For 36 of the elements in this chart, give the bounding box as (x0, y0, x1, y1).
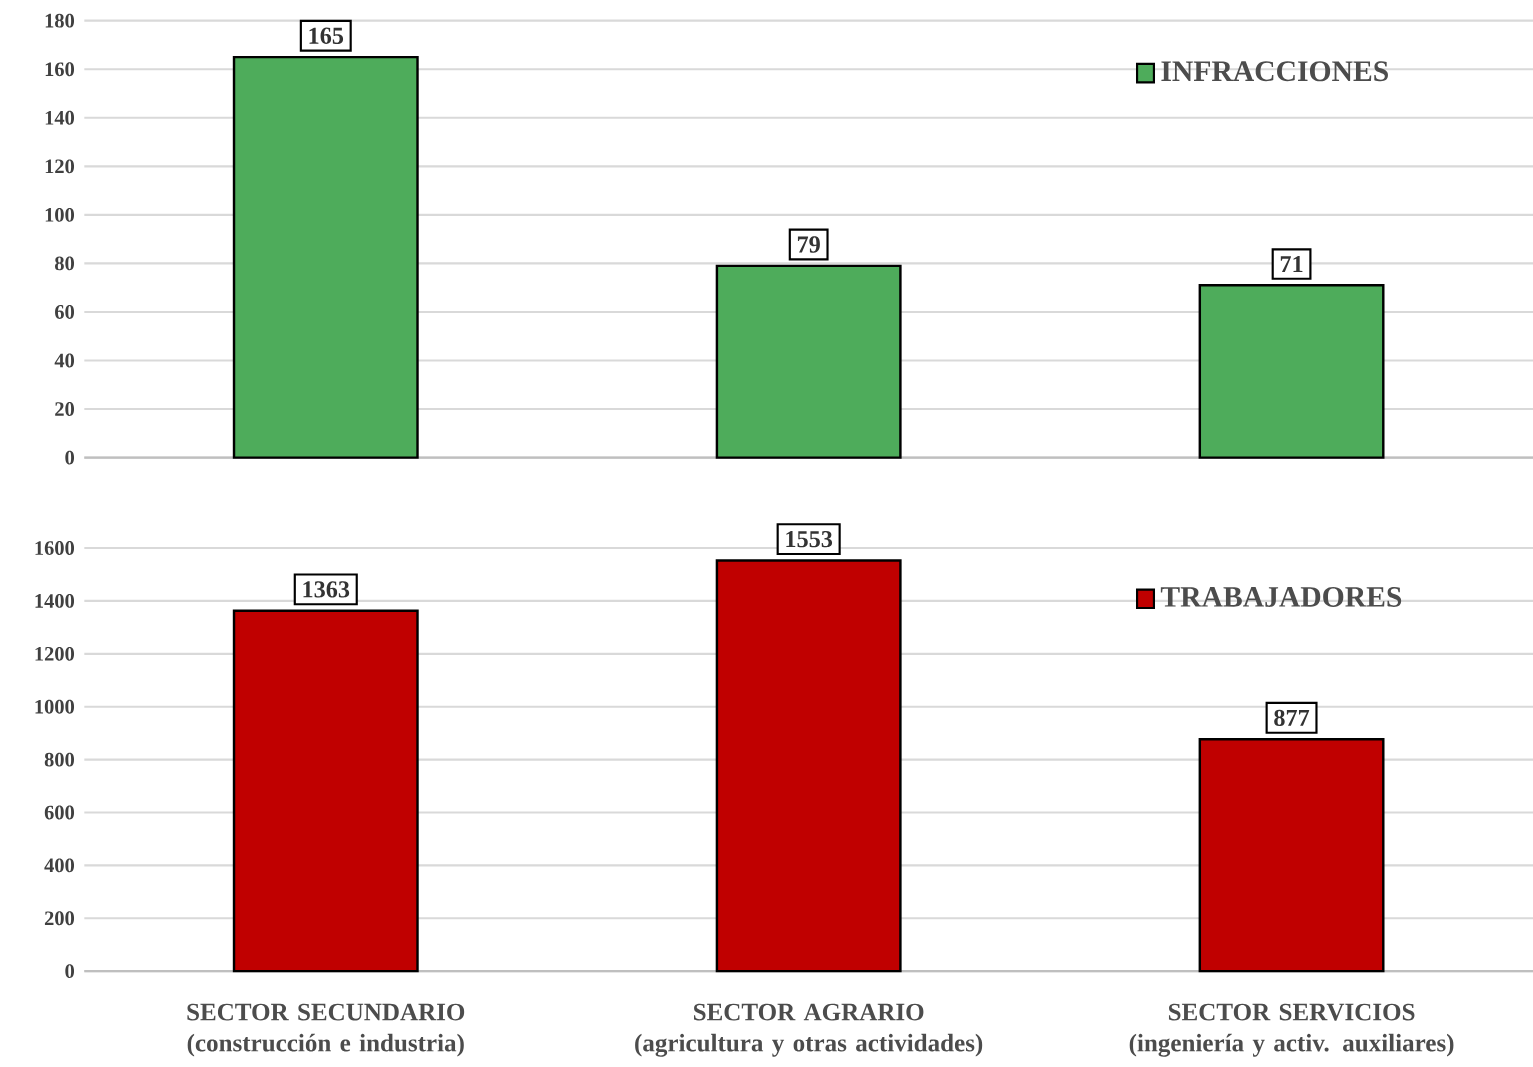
bar (1198, 738, 1385, 973)
bar (232, 609, 419, 973)
y-tick-label: 120 (45, 159, 75, 174)
legend-label: INFRACCIONES (1161, 61, 1388, 82)
y-tick-label: 600 (44, 805, 75, 820)
data-label: 165 (309, 27, 344, 44)
y-tick-label: 180 (45, 13, 75, 28)
y-tick-label: 160 (45, 62, 75, 77)
y-tick-label: 140 (45, 110, 75, 125)
y-tick-label: 0 (65, 964, 75, 979)
y-tick-label: 0 (65, 450, 75, 465)
bar (232, 55, 419, 459)
y-tick-label: 100 (45, 207, 75, 222)
data-label: 79 (797, 236, 820, 253)
data-label: 1363 (303, 581, 350, 598)
y-tick-label: 20 (55, 402, 75, 416)
x-tick-label: SECTOR SECUNDARIO (construcción e industria) (187, 1003, 465, 1057)
bar (1198, 284, 1385, 459)
y-tick-label: 400 (44, 858, 75, 873)
data-label: 877 (1274, 709, 1310, 727)
y-tick-label: 800 (44, 752, 75, 767)
bar (715, 559, 902, 973)
y-tick-label: 40 (54, 353, 75, 368)
y-tick-label: 1400 (35, 594, 75, 608)
bar (715, 264, 902, 459)
data-label: 1553 (786, 531, 833, 548)
legend-label: TRABAJADORES (1160, 587, 1402, 607)
x-tick-label: SECTOR SERVICIOS (ingeniería y activ. auxiliares) (1129, 1003, 1454, 1057)
y-tick-label: 80 (55, 256, 75, 271)
y-tick-label: 1000 (35, 699, 75, 714)
y-tick-label: 60 (55, 305, 75, 319)
y-tick-label: 1600 (35, 541, 75, 555)
y-tick-label: 200 (44, 911, 75, 926)
data-label: 71 (1280, 256, 1303, 273)
x-tick-label: SECTOR AGRARIO (agricultura y otras actividades) (635, 1003, 983, 1057)
y-tick-label: 1200 (35, 646, 75, 661)
